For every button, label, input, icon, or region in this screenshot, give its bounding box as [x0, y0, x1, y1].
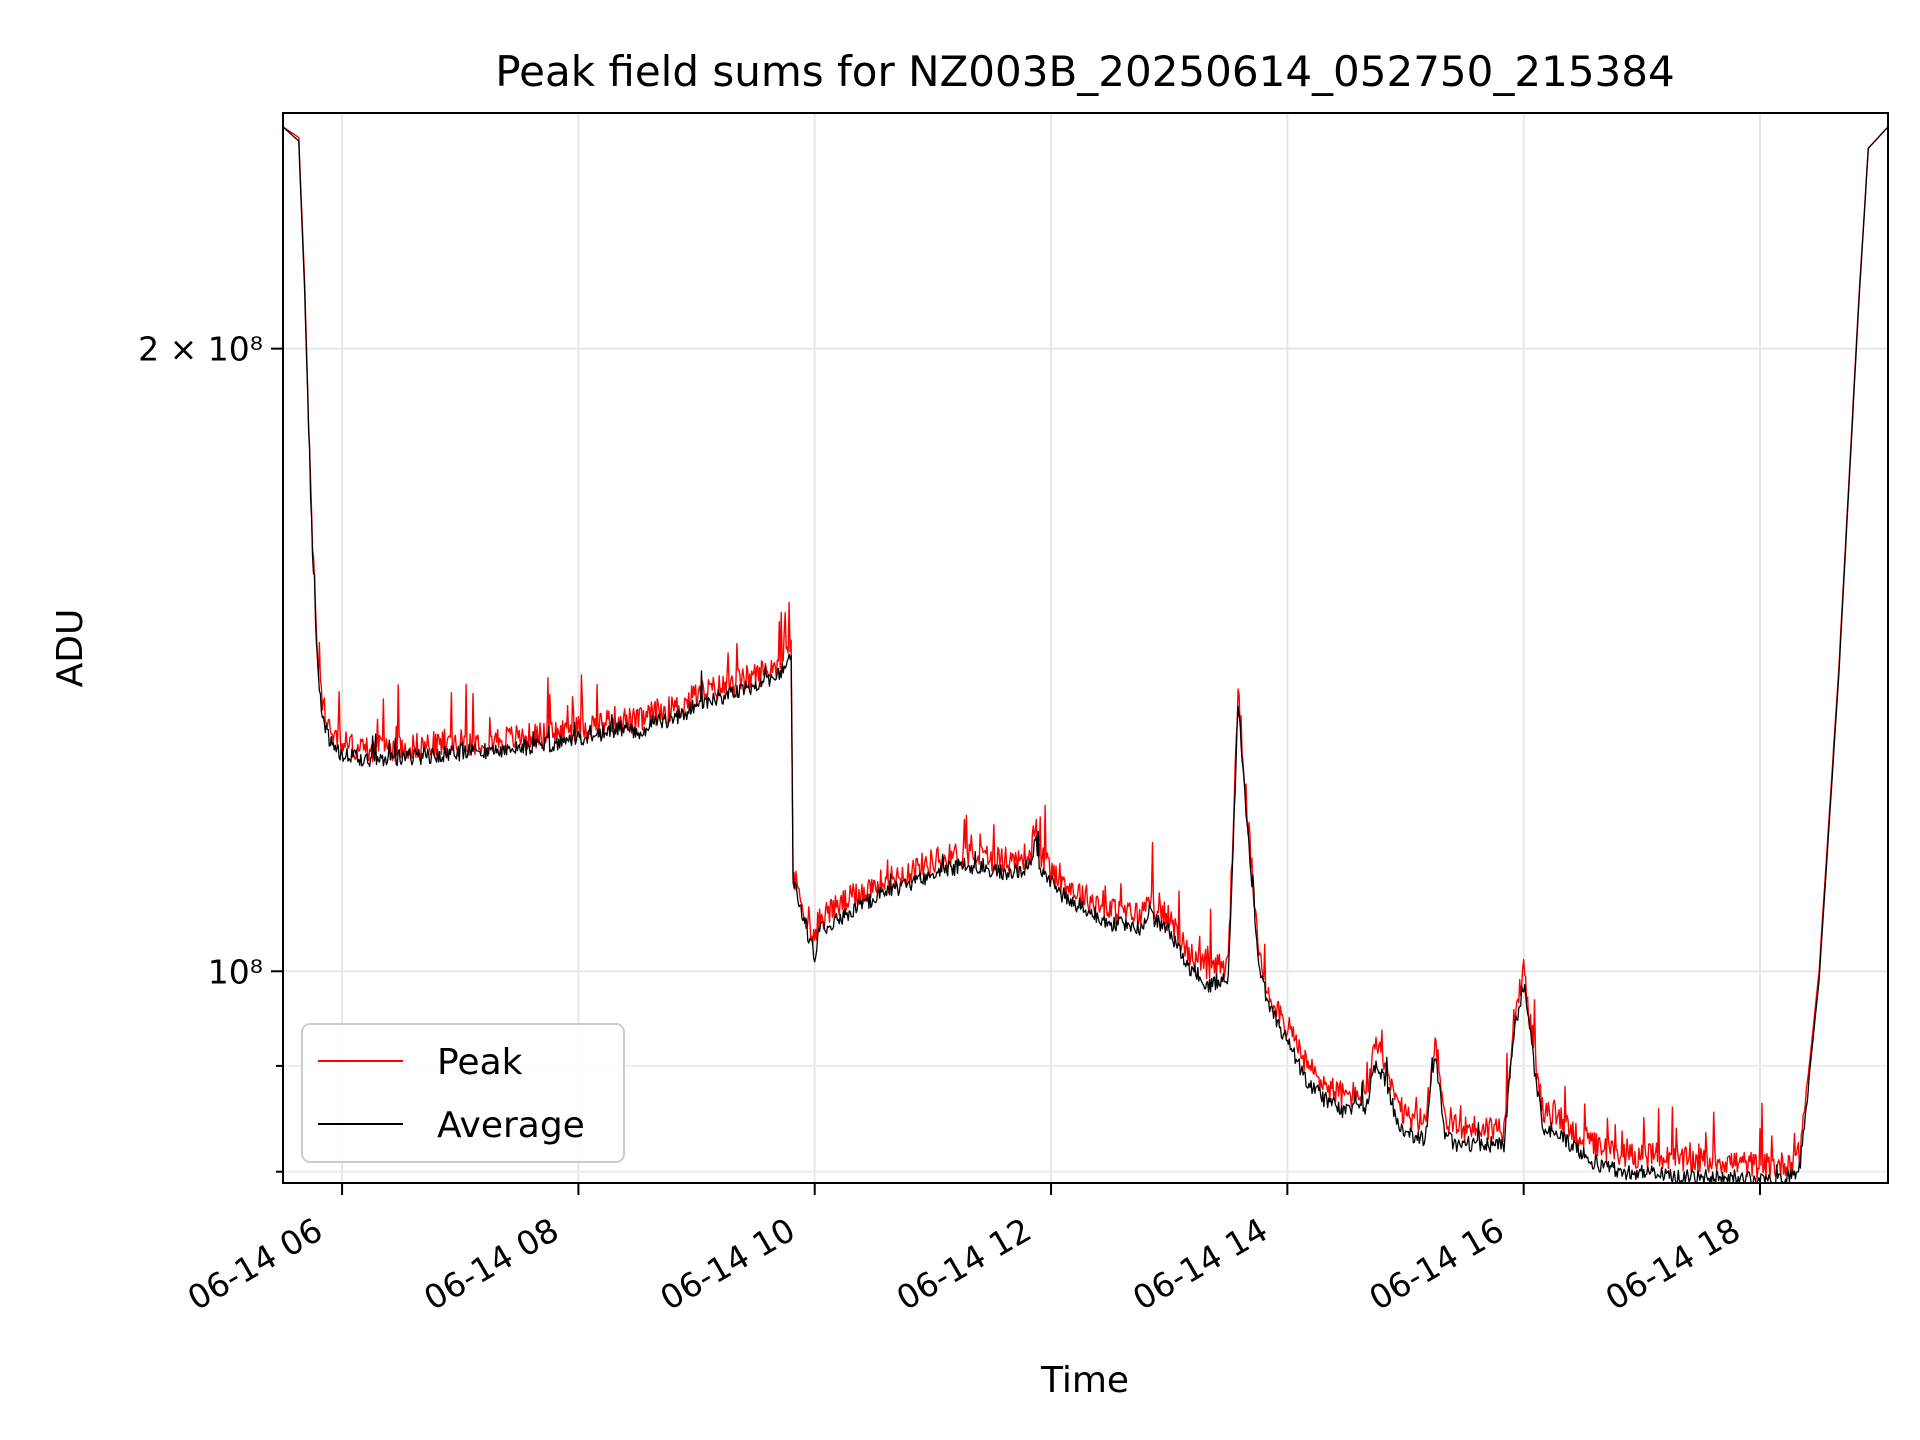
x-tick-label: 06-14 18 [1599, 1210, 1747, 1318]
x-axis-label: Time [1040, 1360, 1129, 1401]
plot-frame [282, 112, 1889, 1184]
x-axis: 06-14 06 06-14 08 06-14 10 06-14 12 06-14 14… [181, 1183, 1761, 1318]
x-tick-label: 06-14 06 [181, 1210, 329, 1318]
legend-box [301, 1023, 625, 1163]
x-tick-label: 06-14 10 [654, 1210, 802, 1318]
x-tick-label: 06-14 08 [417, 1210, 565, 1318]
y-axis-label: ADU [50, 609, 91, 688]
series-line-average [282, 126, 1889, 1184]
x-tick-label: 06-14 12 [890, 1210, 1038, 1318]
legend-label-peak: Peak [437, 1042, 523, 1083]
y-tick-label: 10⁸ [208, 952, 263, 991]
chart-title: Peak field sums for NZ003B_20250614_0527… [495, 47, 1674, 96]
x-tick-label: 06-14 16 [1363, 1210, 1511, 1318]
legend: Peak Average [301, 1023, 625, 1163]
x-tick-label: 06-14 14 [1126, 1210, 1274, 1318]
y-axis: 2 × 10⁸ 10⁸ [138, 330, 283, 1173]
series-layer [282, 126, 1889, 1184]
grid [283, 113, 1888, 1183]
legend-label-average: Average [437, 1105, 585, 1146]
series-line-peak [282, 126, 1889, 1180]
y-tick-label: 2 × 10⁸ [138, 330, 263, 369]
